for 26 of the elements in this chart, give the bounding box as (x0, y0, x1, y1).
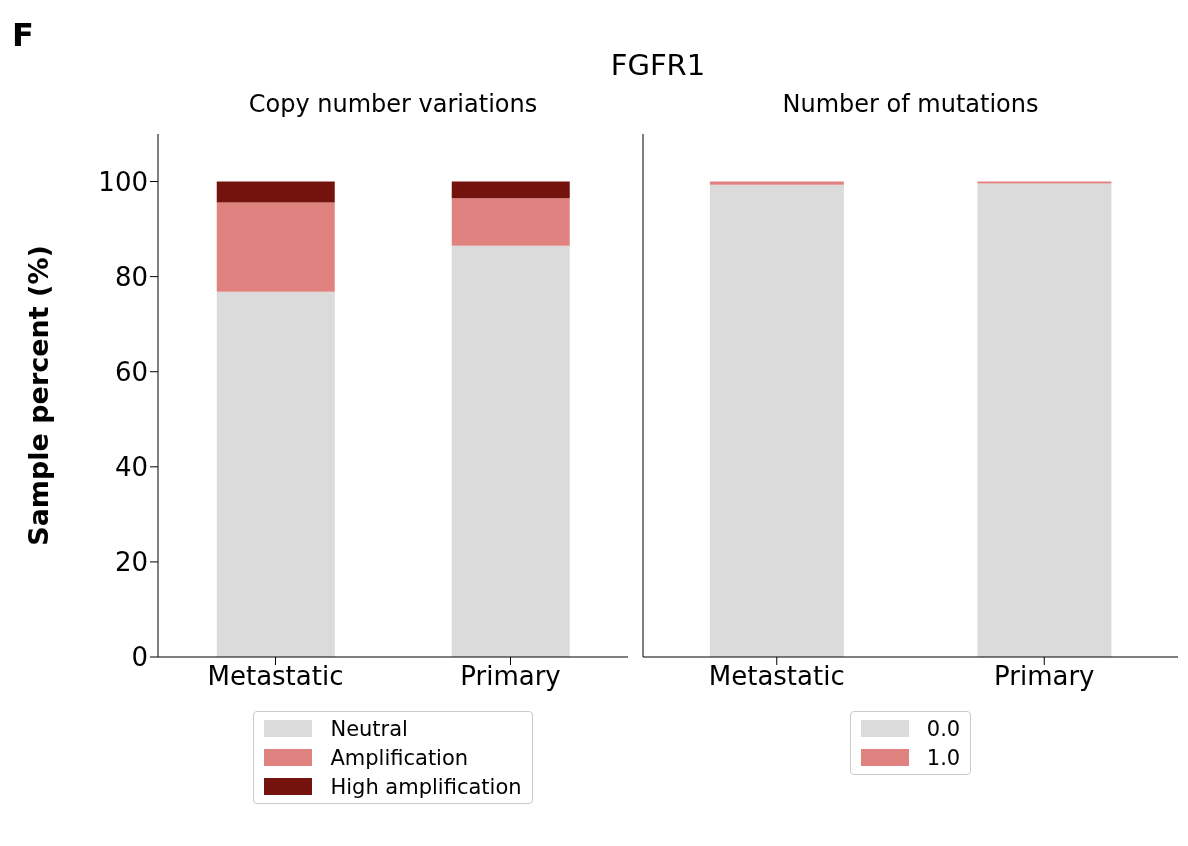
bar (216, 202, 335, 292)
x-tick-label: Metastatic (708, 661, 845, 692)
x-tick-label: Primary (460, 661, 561, 692)
y-tick-label: 40 (114, 452, 148, 483)
y-tick-label: 0 (131, 642, 148, 673)
y-axis-title: Sample percent (%) (22, 245, 54, 546)
legend-label: High amplification (330, 774, 522, 799)
text: F (12, 16, 34, 54)
y-tick-label: 80 (114, 261, 148, 292)
bar (451, 198, 570, 246)
bar (216, 291, 335, 657)
bar (216, 181, 335, 203)
y-tick-label: 60 (114, 356, 148, 387)
legend-label: Amplification (330, 745, 469, 770)
chart-title: Copy number variations (247, 90, 539, 120)
bar (451, 181, 570, 199)
x-tick-label: Primary (994, 661, 1095, 692)
bar (451, 245, 570, 657)
legend-label: 1.0 (926, 745, 961, 770)
text: FGFR1 (610, 48, 706, 82)
legend-label: Neutral (330, 716, 408, 741)
legend-label: 0.0 (926, 716, 961, 741)
chart-title: Number of mutations (781, 90, 1040, 120)
y-tick-label: 100 (98, 166, 148, 197)
y-tick-label: 20 (114, 547, 148, 578)
x-tick-label: Metastatic (207, 661, 344, 692)
